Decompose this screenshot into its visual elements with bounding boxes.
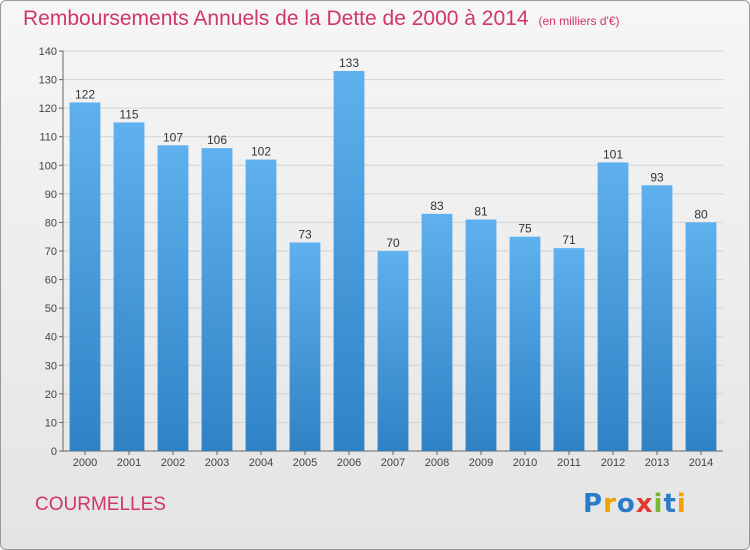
x-tick-label: 2012 (601, 457, 625, 469)
bar (597, 162, 629, 451)
data-labels: 122 115 107 106 102 73 133 70 83 81 75 71 101 93 80 (75, 56, 708, 250)
x-tick-label: 2011 (557, 457, 581, 469)
bar-value-label: 80 (694, 207, 708, 221)
y-tick-label: 100 (39, 160, 57, 172)
logo-letter: x (635, 489, 654, 519)
y-tick-label: 70 (45, 246, 57, 258)
bar-value-label: 107 (163, 130, 183, 144)
city-name: COURMELLES (35, 494, 166, 515)
proxiti-logo: Proxiti (583, 489, 687, 519)
y-tick-label: 60 (45, 275, 57, 287)
bar (509, 236, 541, 451)
logo-letter: t (663, 489, 677, 519)
bar (333, 71, 365, 451)
y-tick-label: 110 (39, 132, 57, 144)
y-tick-label: 10 (45, 417, 57, 429)
bar (289, 242, 321, 451)
y-tick-label: 140 (39, 46, 57, 58)
bar (465, 219, 497, 451)
chart-unit: (en milliers d'€) (538, 14, 620, 28)
bar-value-label: 70 (386, 236, 400, 250)
y-tick-label: 90 (45, 189, 57, 201)
logo-letter: i (676, 489, 687, 519)
x-tick-label: 2004 (249, 457, 273, 469)
bar (245, 159, 277, 452)
x-tick-label: 2007 (381, 457, 405, 469)
x-tick-label: 2003 (205, 457, 229, 469)
y-tick-label: 30 (45, 360, 57, 372)
bar-value-label: 106 (207, 133, 227, 147)
bar (69, 102, 101, 451)
x-tick-label: 2014 (689, 457, 713, 469)
bar-value-label: 102 (251, 145, 271, 159)
x-tick-label: 2008 (425, 457, 449, 469)
bar-value-label: 122 (75, 87, 95, 101)
bar-value-label: 73 (298, 227, 312, 241)
bar (641, 185, 673, 452)
bars (69, 71, 717, 452)
bar (685, 222, 717, 451)
x-tick-label: 2013 (645, 457, 669, 469)
bar-value-label: 83 (430, 199, 444, 213)
bar (377, 251, 409, 451)
bar (553, 248, 585, 451)
logo-letter: r (603, 489, 617, 519)
bar (421, 213, 453, 451)
bar-value-label: 93 (650, 170, 664, 184)
x-tick-label: 2006 (337, 457, 361, 469)
bar-value-label: 101 (603, 147, 623, 161)
x-tick-label: 2010 (513, 457, 537, 469)
bar-value-label: 81 (474, 205, 488, 219)
bar-value-label: 115 (119, 107, 138, 121)
x-tick-label: 2000 (73, 457, 97, 469)
logo-letter: o (616, 489, 636, 519)
bar (113, 122, 145, 451)
x-tick-label: 2009 (469, 457, 493, 469)
logo-letter: i (653, 489, 664, 519)
y-tick-label: 80 (45, 217, 57, 229)
y-tick-label: 40 (45, 332, 57, 344)
x-tick-label: 2001 (117, 457, 141, 469)
y-tick-label: 0 (51, 446, 57, 458)
bar (201, 148, 233, 451)
bar-value-label: 71 (562, 233, 576, 247)
y-tick-label: 50 (45, 303, 57, 315)
chart-title: Remboursements Annuels de la Dette de 20… (23, 7, 620, 31)
bar (157, 145, 189, 452)
y-tick-label: 130 (39, 75, 57, 87)
chart-title-text: Remboursements Annuels de la Dette de 20… (23, 7, 529, 30)
logo-letter: P (583, 489, 604, 519)
x-tick-label: 2005 (293, 457, 317, 469)
x-tick-label: 2002 (161, 457, 185, 469)
tick-labels: 0 10 20 30 40 50 60 70 80 90 100 110 120 130 140 2000 20… (39, 46, 714, 469)
bar-value-label: 75 (518, 222, 532, 236)
y-tick-label: 120 (39, 103, 57, 115)
y-tick-label: 20 (45, 389, 57, 401)
bar-value-label: 133 (339, 56, 359, 70)
